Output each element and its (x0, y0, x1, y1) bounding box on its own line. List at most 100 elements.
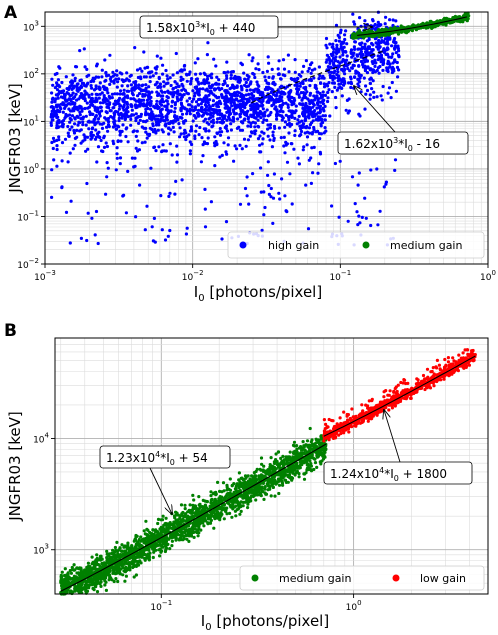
point-high-gain (277, 191, 281, 195)
point-high-gain (356, 47, 360, 51)
point-high-gain (306, 69, 310, 73)
point-high-gain (224, 98, 228, 102)
point-high-gain (172, 130, 176, 134)
point-high-gain (261, 70, 265, 75)
point-high-gain (71, 91, 75, 95)
point-high-gain (301, 148, 305, 152)
point-high-gain (229, 128, 233, 132)
point-medium-gain (301, 440, 305, 444)
point-high-gain (207, 93, 211, 97)
point-high-gain (249, 81, 253, 85)
point-high-gain (213, 144, 217, 148)
point-high-gain (157, 106, 161, 110)
point-high-gain (156, 128, 160, 132)
point-high-gain (182, 93, 186, 97)
point-high-gain (86, 120, 90, 124)
point-high-gain (305, 124, 309, 129)
point-high-gain (93, 117, 97, 121)
point-high-gain (361, 62, 365, 66)
point-high-gain (332, 47, 336, 51)
point-high-gain (166, 109, 170, 113)
point-high-gain (55, 81, 59, 85)
point-high-gain (218, 133, 223, 137)
point-high-gain (263, 110, 267, 114)
point-high-gain (170, 153, 174, 157)
point-high-gain (104, 70, 108, 75)
point-medium-gain (66, 572, 70, 576)
point-high-gain (137, 92, 142, 96)
point-high-gain (373, 22, 377, 27)
point-high-gain (118, 133, 122, 137)
point-high-gain (258, 134, 262, 138)
point-high-gain (252, 113, 256, 117)
point-high-gain (371, 19, 375, 23)
point-high-gain (297, 162, 301, 166)
point-high-gain (126, 84, 130, 88)
point-medium-gain (292, 440, 297, 444)
point-high-gain (365, 59, 369, 63)
point-high-gain (370, 55, 374, 59)
point-high-gain (134, 215, 138, 219)
y-tick-label: 10−2 (17, 257, 39, 271)
point-high-gain (331, 53, 335, 57)
point-high-gain (58, 85, 62, 89)
point-high-gain (223, 114, 227, 118)
point-high-gain (256, 107, 260, 111)
point-high-gain (338, 30, 343, 35)
point-high-gain (363, 19, 367, 23)
point-high-gain (333, 161, 337, 166)
point-high-gain (214, 64, 218, 68)
point-high-gain (112, 81, 116, 85)
point-medium-gain (444, 23, 448, 27)
point-high-gain (338, 55, 342, 59)
point-high-gain (238, 106, 243, 111)
point-high-gain (355, 54, 360, 58)
point-high-gain (55, 126, 59, 130)
point-high-gain (169, 109, 173, 113)
point-high-gain (344, 108, 348, 112)
point-medium-gain (441, 22, 445, 26)
point-high-gain (267, 75, 271, 79)
point-high-gain (302, 64, 306, 68)
point-high-gain (331, 50, 336, 55)
point-high-gain (213, 88, 217, 92)
point-high-gain (257, 84, 261, 88)
point-high-gain (173, 110, 177, 114)
point-high-gain (88, 110, 92, 114)
point-high-gain (143, 94, 147, 98)
point-high-gain (162, 80, 166, 84)
point-high-gain (238, 99, 242, 103)
point-high-gain (390, 55, 394, 59)
point-high-gain (57, 118, 61, 122)
point-high-gain (349, 80, 353, 84)
point-high-gain (315, 106, 319, 110)
point-medium-gain (132, 575, 136, 579)
point-high-gain (245, 175, 249, 179)
point-high-gain (211, 99, 215, 103)
point-high-gain (71, 101, 75, 105)
point-high-gain (397, 49, 401, 53)
point-high-gain (115, 156, 119, 160)
point-high-gain (154, 71, 158, 75)
point-high-gain (378, 64, 382, 69)
point-high-gain (244, 80, 248, 85)
point-high-gain (198, 87, 202, 91)
point-high-gain (85, 92, 89, 96)
point-high-gain (368, 68, 372, 72)
point-high-gain (227, 116, 231, 120)
point-high-gain (344, 29, 348, 33)
point-high-gain (348, 69, 352, 73)
point-high-gain (171, 125, 175, 129)
point-high-gain (84, 123, 88, 127)
point-high-gain (384, 182, 388, 186)
point-high-gain (333, 69, 337, 73)
point-high-gain (240, 147, 244, 151)
point-high-gain (200, 107, 204, 111)
point-high-gain (218, 99, 222, 103)
point-high-gain (175, 97, 180, 101)
point-high-gain (295, 87, 299, 91)
point-high-gain (320, 76, 324, 80)
point-high-gain (185, 134, 189, 139)
point-high-gain (343, 81, 347, 85)
point-high-gain (182, 64, 186, 68)
